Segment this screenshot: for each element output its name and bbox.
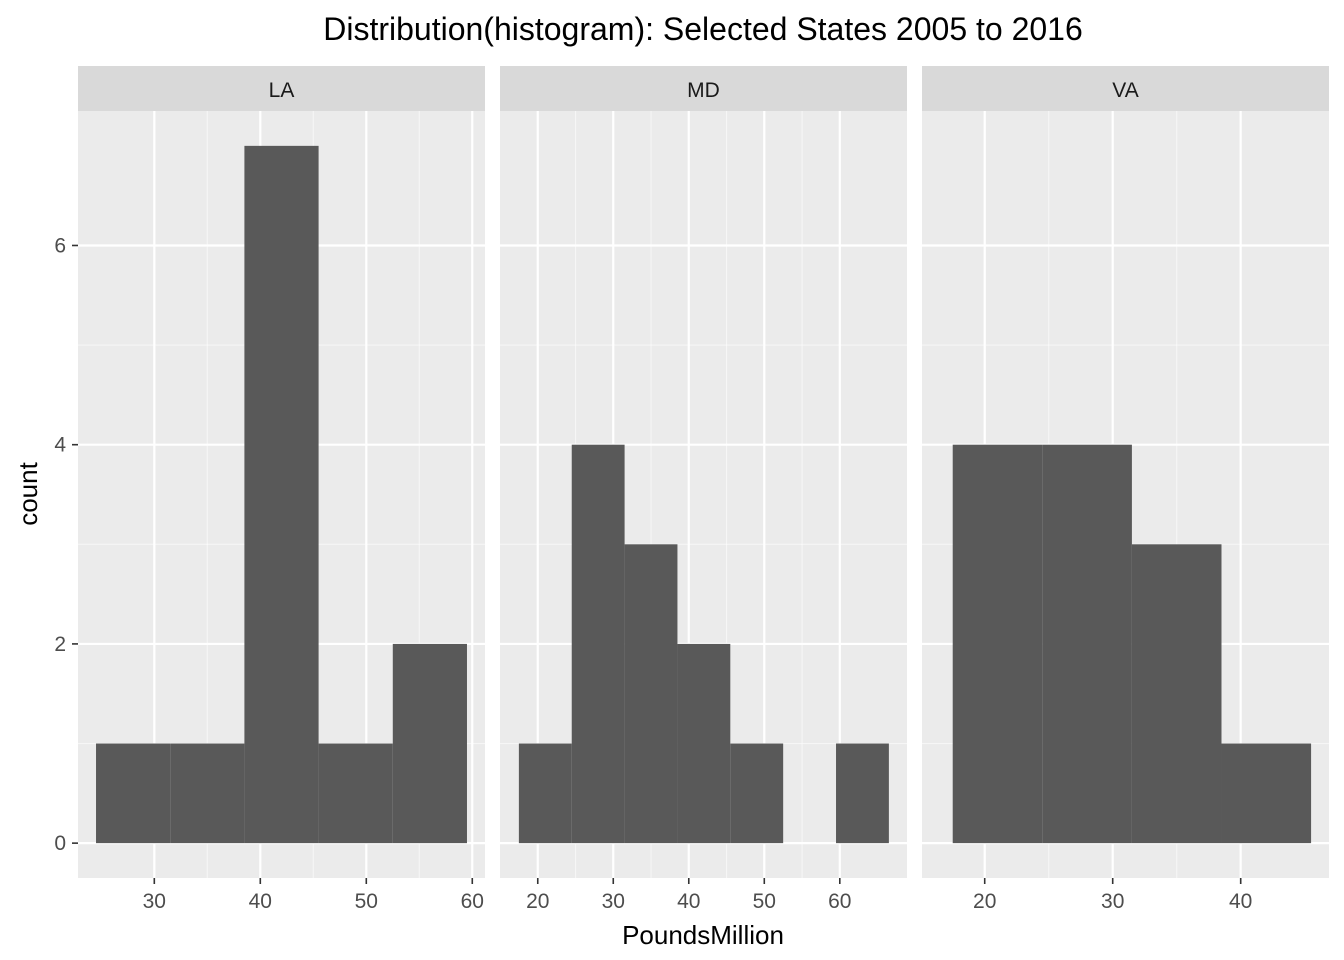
y-tick-label: 0 (54, 832, 66, 855)
histogram-bar (518, 743, 572, 844)
histogram-bar (170, 743, 245, 844)
facets-layer: LA 30 40 50 60 MD 20 30 40 50 60 VA 20 30 40 (78, 66, 1329, 913)
histogram-bar (1131, 544, 1222, 844)
histogram-bar (392, 643, 467, 844)
histogram-bar (836, 743, 889, 844)
chart-title: Distribution(histogram): Selected States… (323, 11, 1083, 47)
x-tick-label: 20 (973, 890, 996, 913)
facet-strip (78, 66, 485, 111)
x-tick-label: 30 (602, 890, 625, 913)
histogram-bar (244, 145, 319, 844)
x-axis-title: PoundsMillion (622, 920, 784, 950)
facet-strip-label: VA (1112, 79, 1138, 102)
x-tick-label: 40 (249, 890, 272, 913)
y-tick-label: 4 (54, 434, 66, 457)
histogram-bar (96, 743, 171, 844)
histogram-bar (1042, 444, 1132, 844)
y-axis-title: count (13, 461, 43, 525)
x-tick-label: 20 (526, 890, 549, 913)
x-tick-label: 30 (143, 890, 166, 913)
histogram-bar (730, 743, 784, 844)
facet-panel-va: VA 20 30 40 (922, 66, 1329, 913)
x-tick-label: 60 (828, 890, 851, 913)
y-tick-label: 2 (54, 633, 66, 656)
x-tick-label: 50 (355, 890, 378, 913)
y-tick-label: 6 (54, 234, 66, 257)
histogram-bar (571, 444, 625, 844)
facet-panel-la: LA 30 40 50 60 (78, 66, 485, 913)
facet-strip (922, 66, 1329, 111)
histogram-bar (952, 444, 1043, 844)
facet-strip-label: MD (687, 79, 720, 102)
histogram-bar (1221, 743, 1312, 844)
x-tick-label: 30 (1101, 890, 1124, 913)
histogram-bar (624, 544, 678, 844)
y-axis: 0 2 4 6 (54, 234, 78, 855)
facet-panel-md: MD 20 30 40 50 60 (500, 66, 907, 913)
facet-strip (500, 66, 907, 111)
facet-strip-label: LA (269, 79, 295, 102)
x-tick-label: 60 (461, 890, 484, 913)
x-tick-label: 40 (677, 890, 700, 913)
histogram-bar (318, 743, 393, 844)
x-tick-label: 50 (753, 890, 776, 913)
x-tick-label: 40 (1229, 890, 1252, 913)
histogram-bar (677, 643, 731, 844)
